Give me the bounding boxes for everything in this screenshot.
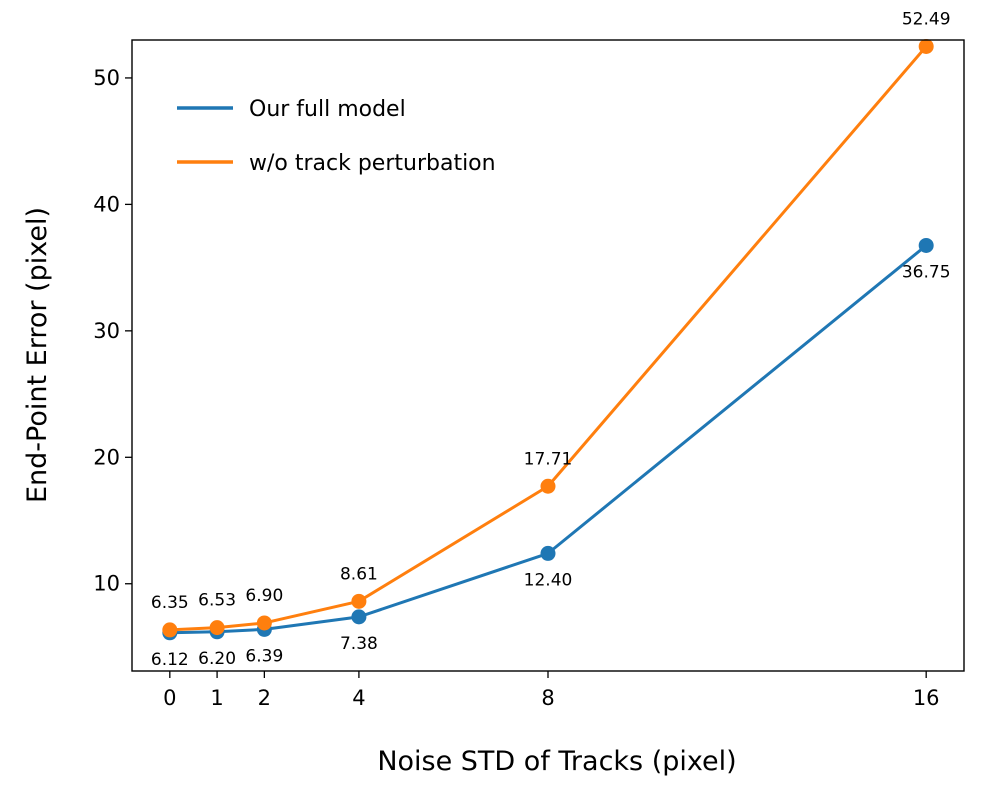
- data-label-w-o-track-perturbation: 8.61: [340, 564, 378, 584]
- data-point-our-full-model: [351, 609, 367, 625]
- x-axis-title: Noise STD of Tracks (pixel): [377, 746, 736, 777]
- data-point-w-o-track-perturbation: [918, 38, 934, 54]
- data-label-our-full-model: 6.39: [245, 646, 283, 666]
- x-tick-label: 8: [541, 686, 554, 710]
- data-label-our-full-model: 6.12: [151, 650, 189, 670]
- data-point-w-o-track-perturbation: [351, 593, 367, 609]
- data-label-w-o-track-perturbation: 6.35: [151, 593, 189, 613]
- legend-label-our-full-model: Our full model: [249, 97, 406, 122]
- data-point-w-o-track-perturbation: [256, 615, 272, 631]
- series-line-our-full-model: [169, 244, 928, 635]
- x-tick-label: 4: [352, 686, 365, 710]
- data-point-our-full-model: [918, 237, 934, 253]
- data-point-w-o-track-perturbation: [162, 622, 178, 638]
- data-point-our-full-model: [540, 545, 556, 561]
- y-tick-label: 20: [93, 445, 120, 469]
- x-tick-label: 0: [163, 686, 176, 710]
- data-label-our-full-model: 12.40: [524, 570, 573, 590]
- y-axis-title: End-Point Error (pixel): [22, 207, 53, 503]
- data-label-w-o-track-perturbation: 6.90: [245, 586, 283, 606]
- x-tick-label: 1: [210, 686, 223, 710]
- data-label-our-full-model: 7.38: [340, 634, 378, 654]
- x-tick-label: 16: [913, 686, 940, 710]
- data-label-w-o-track-perturbation: 52.49: [902, 9, 951, 29]
- y-tick-label: 10: [93, 572, 120, 596]
- data-label-our-full-model: 36.75: [902, 262, 951, 282]
- legend-label-wo-track-perturbation: w/o track perturbation: [249, 151, 496, 176]
- x-axis-ticks: 0 1 2 4 8 16: [163, 671, 940, 710]
- y-tick-label: 50: [93, 66, 120, 90]
- data-label-our-full-model: 6.20: [198, 649, 236, 669]
- y-tick-label: 40: [93, 192, 120, 216]
- data-label-w-o-track-perturbation: 6.53: [198, 591, 236, 611]
- data-point-w-o-track-perturbation: [540, 478, 556, 494]
- y-tick-label: 30: [93, 319, 120, 343]
- legend: Our full model w/o track perturbation: [177, 97, 496, 176]
- series-layer: [162, 38, 934, 641]
- data-labels: 6.12 6.20 6.39 7.38 12.40 36.75 6.35 6.53 6.90 8.…: [151, 9, 951, 669]
- y-axis-ticks: 10 20 30 40 50: [93, 66, 132, 596]
- data-label-w-o-track-perturbation: 17.71: [524, 449, 573, 469]
- plot-frame: [131, 39, 965, 672]
- data-point-w-o-track-perturbation: [209, 620, 225, 636]
- x-tick-label: 2: [258, 686, 271, 710]
- series-line-w-o-track-perturbation: [169, 45, 928, 632]
